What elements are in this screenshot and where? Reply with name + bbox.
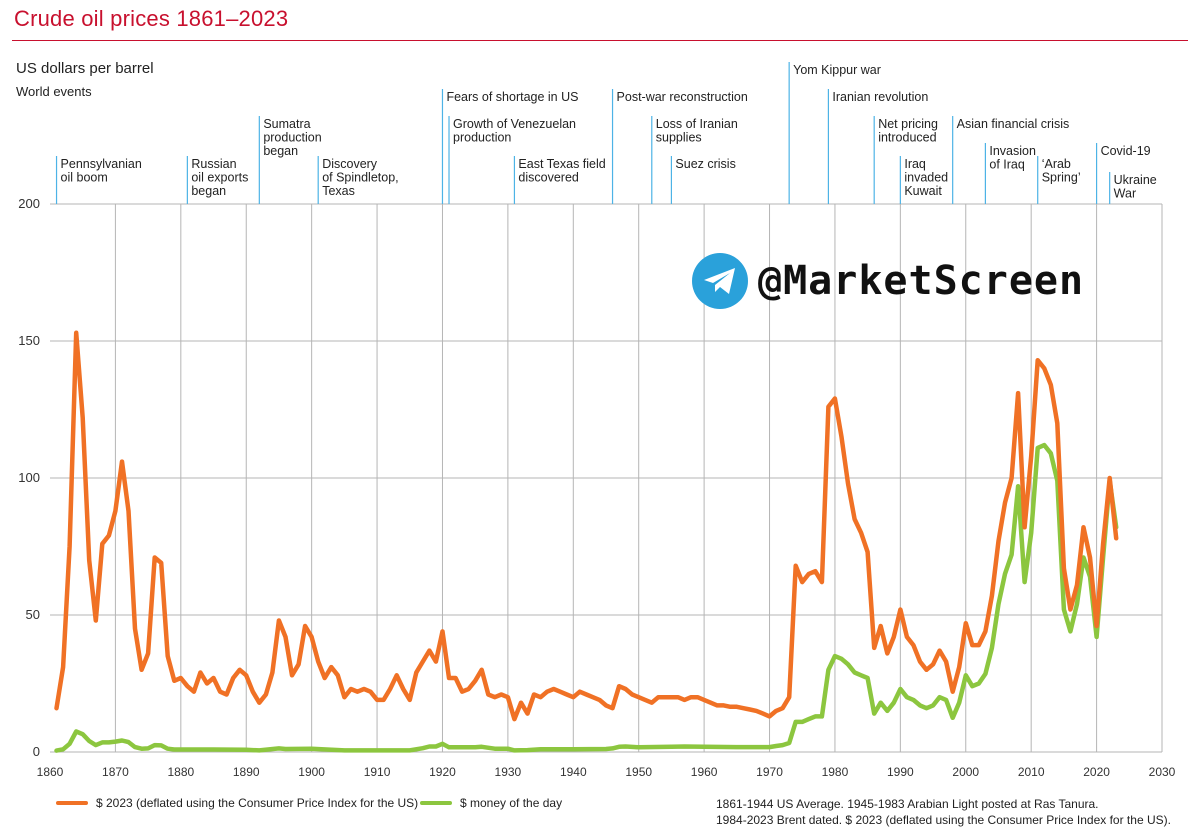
x-tick-label: 1870 <box>102 765 129 779</box>
x-tick-label: 1880 <box>167 765 194 779</box>
series-line-real-2023-dollars <box>54 330 1119 722</box>
event-label: East Texas field discovered <box>518 157 605 185</box>
x-tick-label: 1990 <box>887 765 914 779</box>
event-label: Fears of shortage in US <box>446 90 578 104</box>
source-note: 1861-1944 US Average. 1945-1983 Arabian … <box>716 796 1171 828</box>
y-tick-label: 150 <box>18 333 40 348</box>
x-tick-label: 1890 <box>233 765 260 779</box>
axis-ticks: 1860 1870 1880 1890 1900 1910 1920 1930 1940 1950… <box>18 196 1175 779</box>
watermark-handle: @MarketScreen <box>758 258 1085 304</box>
y-axis-units-label: US dollars per barrel <box>16 60 154 77</box>
x-tick-label: 1950 <box>625 765 652 779</box>
chart-title: Crude oil prices 1861–2023 <box>14 6 289 31</box>
event-label: Discovery of Spindletop, Texas <box>322 157 398 198</box>
event-label: Loss of Iranian supplies <box>656 117 738 145</box>
event-label: Iranian revolution <box>832 90 928 104</box>
source-note-line-1: 1861-1944 US Average. 1945-1983 Arabian … <box>716 797 1099 811</box>
x-tick-label: 1980 <box>822 765 849 779</box>
legend-label-green: $ money of the day <box>460 796 563 810</box>
legend-item-green: $ money of the day <box>420 796 562 810</box>
event-label: Suez crisis <box>675 157 735 171</box>
world-events-label: World events <box>16 84 92 99</box>
legend-swatch-green <box>420 801 452 805</box>
x-tick-label: 1860 <box>37 765 64 779</box>
x-tick-label: 1960 <box>691 765 718 779</box>
x-tick-label: 1910 <box>364 765 391 779</box>
x-tick-label: 1940 <box>560 765 587 779</box>
series-lines <box>54 330 1119 753</box>
x-tick-label: 1970 <box>756 765 783 779</box>
x-tick-label: 2010 <box>1018 765 1045 779</box>
source-note-line-2: 1984-2023 Brent dated. $ 2023 (deflated … <box>716 813 1171 827</box>
legend-swatch-orange <box>56 801 88 805</box>
event-label: Asian financial crisis <box>957 117 1070 131</box>
event-annotations: Pennsylvanian oil boom Russian oil exports b… <box>55 62 1157 204</box>
event-label: Net pricing introduced <box>878 117 938 145</box>
event-label: Invasion of Iraq <box>989 144 1036 172</box>
y-tick-label: 0 <box>33 744 40 759</box>
legend-label-orange: $ 2023 (deflated using the Consumer Pric… <box>96 796 419 810</box>
telegram-icon <box>692 253 748 309</box>
x-tick-label: 1930 <box>495 765 522 779</box>
event-label: Sumatra production began <box>263 117 321 158</box>
event-label: Ukraine War <box>1114 173 1157 201</box>
series-line-money-of-the-day <box>54 442 1119 753</box>
x-tick-label: 2020 <box>1083 765 1110 779</box>
watermark: @MarketScreen <box>692 252 1152 310</box>
title-divider <box>12 40 1188 41</box>
x-tick-label: 1900 <box>298 765 325 779</box>
event-label: Growth of Venezuelan production <box>453 117 576 145</box>
x-tick-label: 1920 <box>429 765 456 779</box>
x-tick-label: 2000 <box>952 765 979 779</box>
x-tick-label: 2030 <box>1149 765 1176 779</box>
event-label: ‘Arab Spring’ <box>1042 157 1081 185</box>
legend-item-orange: $ 2023 (deflated using the Consumer Pric… <box>56 796 418 810</box>
event-label: Covid-19 <box>1101 144 1151 158</box>
event-label: Pennsylvanian oil boom <box>61 157 142 185</box>
event-label: Russian oil exports began <box>191 157 248 198</box>
event-label: Yom Kippur war <box>793 63 881 77</box>
event-label: Post-war reconstruction <box>617 90 748 104</box>
y-tick-label: 50 <box>26 607 40 622</box>
y-tick-label: 200 <box>18 196 40 211</box>
grid <box>50 203 1163 753</box>
event-label: Iraq invaded Kuwait <box>904 157 948 198</box>
y-tick-label: 100 <box>18 470 40 485</box>
